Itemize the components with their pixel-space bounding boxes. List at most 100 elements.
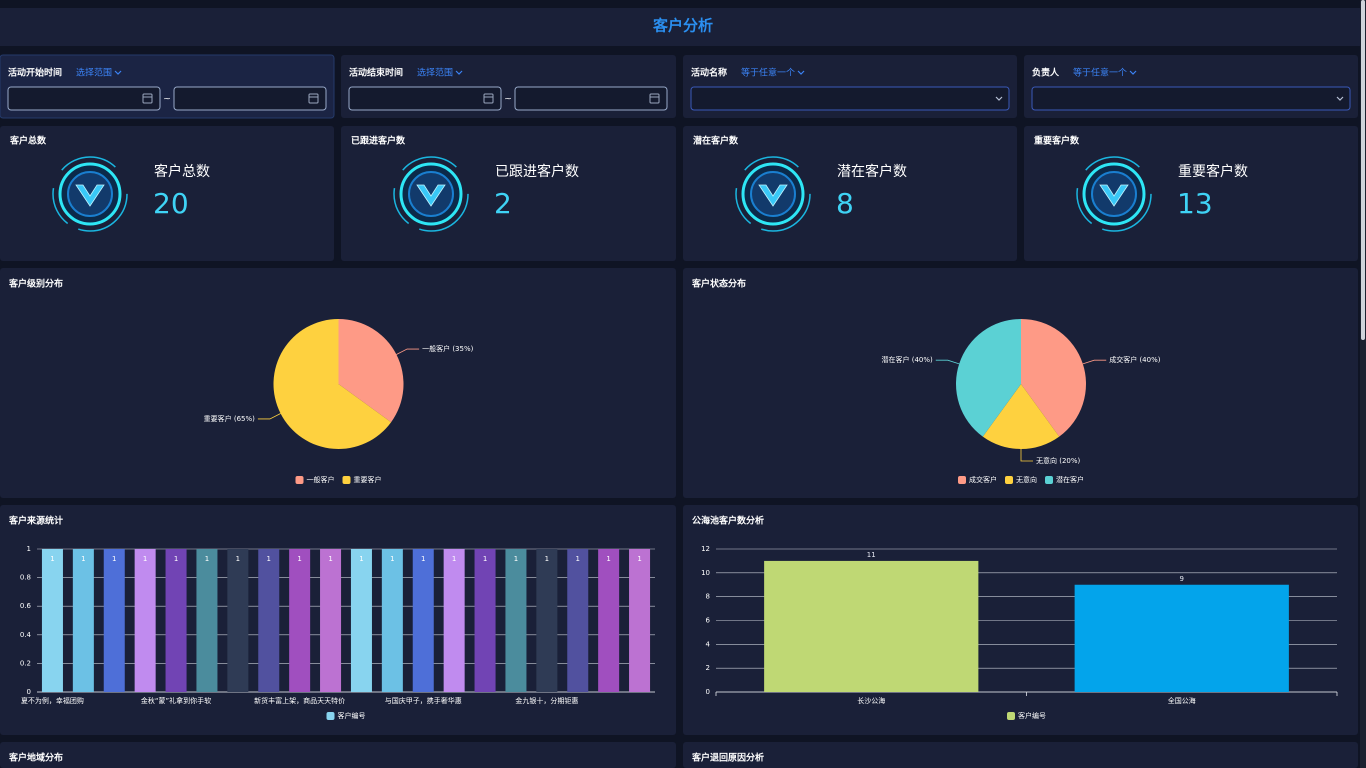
date-input[interactable] <box>173 86 327 111</box>
slice-label: 潜在客户 (40%) <box>882 355 934 364</box>
date-input[interactable] <box>348 86 502 111</box>
chevron-icon <box>797 70 805 75</box>
chart-panel <box>0 742 676 768</box>
select-chevron <box>1336 96 1344 101</box>
legend-swatch <box>958 476 966 484</box>
icon-ring-outer <box>1076 156 1152 232</box>
leader-line <box>935 359 960 365</box>
bar-value-label: 1 <box>143 555 147 563</box>
bar <box>474 549 496 692</box>
date-input[interactable] <box>7 86 161 111</box>
y-tick-label: 0.4 <box>20 631 32 639</box>
bar-value-label: 1 <box>452 555 456 563</box>
y-tick-label: 1 <box>27 545 31 553</box>
filter-operator[interactable]: 选择范围 <box>76 67 112 79</box>
legend: 客户编号 <box>326 711 366 720</box>
x-tick-label: 新货丰富上架，商品天天特价 <box>254 696 345 705</box>
x-tick-label: 夏不为例，幸福团购 <box>21 696 84 705</box>
stat-label: 已跟进客户数 <box>495 163 579 180</box>
bar <box>227 549 249 692</box>
legend-label: 客户编号 <box>1018 711 1046 720</box>
chart-title: 客户级别分布 <box>8 278 63 290</box>
stat-card-title: 已跟进客户数 <box>351 135 406 147</box>
stat-label: 潜在客户数 <box>837 163 907 180</box>
pie-slice <box>956 319 1021 437</box>
leader-line <box>257 413 281 420</box>
x-tick-label: 长沙公海 <box>857 696 885 705</box>
bar <box>165 549 187 692</box>
stat-card <box>341 126 676 261</box>
calendar-icon <box>142 93 153 104</box>
calendar-icon <box>308 93 319 104</box>
bar <box>412 549 434 692</box>
bar-value-label: 11 <box>867 551 876 559</box>
pie-slice <box>982 384 1060 449</box>
bar <box>350 549 372 692</box>
chart-title: 客户地域分布 <box>8 752 63 764</box>
bar-value-label: 1 <box>483 555 487 563</box>
bar <box>72 549 94 692</box>
bar-value-label: 1 <box>514 555 518 563</box>
y-tick-label: 10 <box>701 569 710 577</box>
slice-label: 一般客户 (35%) <box>422 344 474 353</box>
legend: 成交客户 无意向 潜在客户 <box>958 475 1084 484</box>
bar-value-label: 1 <box>545 555 549 563</box>
pie-slice <box>338 319 404 423</box>
pie-slice <box>273 319 392 449</box>
icon-v <box>1099 184 1129 207</box>
y-tick-label: 12 <box>701 545 710 553</box>
slice-label: 成交客户 (40%) <box>1109 355 1161 364</box>
bar-value-label: 1 <box>421 555 425 563</box>
legend-swatch <box>1045 476 1053 484</box>
stat-label: 重要客户数 <box>1178 163 1248 180</box>
leader-line <box>396 348 420 355</box>
filter-operator[interactable]: 等于任意一个 <box>1073 67 1127 79</box>
legend-swatch <box>326 712 335 720</box>
date-input[interactable] <box>514 86 668 111</box>
y-tick-label: 0 <box>706 688 710 696</box>
icon-ring-outer <box>52 156 128 232</box>
bar <box>443 549 465 692</box>
legend-label: 重要客户 <box>354 475 382 484</box>
slice-label: 无意向 (20%) <box>1036 456 1081 465</box>
calendar-icon <box>483 93 494 104</box>
y-tick-label: 2 <box>706 664 710 672</box>
legend-swatch <box>1007 712 1015 720</box>
bar-value-label: 1 <box>390 555 394 563</box>
stat-card-title: 重要客户数 <box>1034 135 1080 147</box>
bar-value-label: 1 <box>328 555 332 563</box>
legend: 一般客户 重要客户 <box>295 475 382 484</box>
stat-value: 20 <box>153 187 189 220</box>
filter-operator[interactable]: 选择范围 <box>417 67 453 79</box>
stat-label: 客户总数 <box>154 163 210 180</box>
bar-value-label: 1 <box>359 555 363 563</box>
y-tick-label: 0.2 <box>20 659 31 667</box>
stat-value: 8 <box>836 187 854 220</box>
range-separator: ~ <box>163 95 171 105</box>
icon-core <box>408 171 454 217</box>
legend-swatch <box>342 476 351 484</box>
select-input[interactable] <box>1031 86 1351 111</box>
bar <box>134 549 156 692</box>
calendar-icon <box>649 93 660 104</box>
select-input[interactable] <box>690 86 1010 111</box>
legend: 客户编号 <box>1007 711 1046 720</box>
filter-operator[interactable]: 等于任意一个 <box>741 67 795 79</box>
bar <box>196 549 218 692</box>
icon-v <box>75 184 105 207</box>
bar <box>598 549 620 692</box>
bar-value-label: 1 <box>606 555 610 563</box>
bar <box>41 549 63 692</box>
chart-title: 客户状态分布 <box>691 278 746 290</box>
bar-value-label: 1 <box>576 555 580 563</box>
bar <box>381 549 403 692</box>
chart-title: 客户来源统计 <box>8 515 63 527</box>
x-tick-label: 全国公海 <box>1168 696 1196 705</box>
select-chevron <box>995 96 1003 101</box>
leader-line <box>1082 359 1107 365</box>
icon-v <box>758 184 788 207</box>
scrollbar-thumb[interactable] <box>1361 0 1365 340</box>
icon-ring-outer <box>393 156 469 232</box>
bar-value-label: 9 <box>1180 575 1184 583</box>
